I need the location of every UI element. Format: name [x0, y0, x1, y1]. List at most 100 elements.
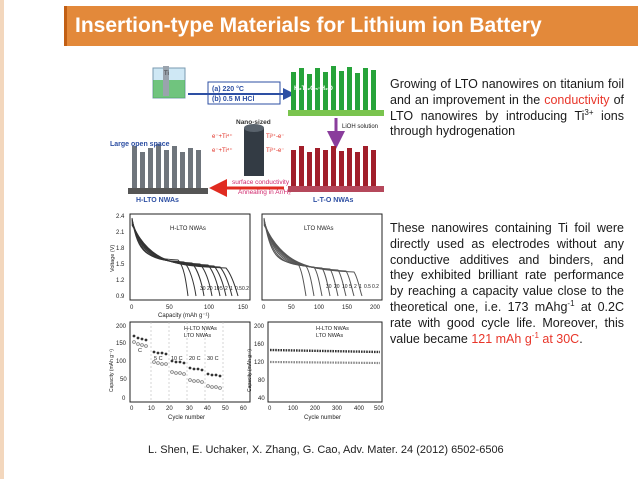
rate-label: 20	[334, 284, 340, 290]
plot-bl-xtick: 50	[222, 406, 229, 412]
highlight-superscript: -1	[531, 330, 539, 340]
citation: L. Shen, E. Uchaker, X. Zhang, G. Cao, A…	[148, 444, 504, 456]
nanowire-cylinder	[244, 124, 264, 176]
rate-label: 10	[342, 284, 348, 290]
rate-label: 5	[220, 286, 223, 292]
plot-bl-ytick: 50	[120, 377, 127, 383]
plot-bl-xtick: 30	[186, 406, 193, 412]
plot-bl-legend-2: LTO NWAs	[184, 333, 211, 339]
red-nanowire-array	[288, 146, 384, 192]
rate-label: 2	[354, 284, 357, 290]
large-open-space-label: Large open space	[110, 141, 170, 148]
rate-label: 0.5	[235, 286, 242, 292]
plot-bl-ytick: 0	[122, 396, 126, 402]
rate-label: 20 C	[189, 356, 201, 362]
plot-tl-xtick: 150	[238, 305, 249, 311]
paragraph-performance-text-3: .	[579, 331, 583, 346]
plot-tl-ytick: 2.1	[116, 230, 125, 236]
electrons-left-label: e⁻+Ti⁴⁺	[212, 133, 233, 140]
plot-rate-capability: H-LTO NWAs LTO NWAs 200 150 100 50 0 Cap…	[109, 321, 251, 421]
plot-br-ylabel: Capacity (mAh g⁻¹)	[247, 349, 253, 392]
rate-label: 5 C	[154, 356, 163, 362]
plot-bl-ytick: 200	[116, 324, 127, 330]
ti-superscript: 3+	[584, 107, 594, 117]
plot-voltage-lto: LTO NWAs 0 50 100 150 200 30 20 10 5 2 1…	[261, 213, 383, 311]
series-hlto	[269, 348, 381, 354]
plot-voltage-hlto: H-LTO NWAs 2.4 2.1 1.8 1.5 1.2 0.9 Volta…	[110, 213, 251, 319]
plot-br-xtick: 100	[288, 406, 299, 412]
rate-label: 0.5	[364, 284, 371, 290]
plot-tr-xtick: 100	[314, 305, 325, 311]
plot-br-legend-2: LTO NWAs	[316, 333, 343, 339]
plot-cycle-life: H-LTO NWAs LTO NWAs 200 160 120 80 40 Ca…	[247, 321, 385, 421]
surface-conductivity-label: surface conductivity	[232, 179, 290, 186]
h2ti2o5-label: H₂Ti₂O₅·H₂O	[294, 85, 333, 92]
paragraph-growth: Growing of LTO nanowires on titanium foi…	[390, 77, 624, 140]
plot-br-xtick: 400	[354, 406, 365, 412]
plot-tl-ytick: 0.9	[116, 294, 125, 300]
plot-br-ytick: 120	[254, 360, 265, 366]
electrons-left-label-2: e⁻+Ti⁴⁺	[212, 147, 233, 154]
plot-tl-ytick: 2.4	[116, 214, 125, 220]
plot-bl-ytick: 150	[116, 341, 127, 347]
rate-label: 0.2	[372, 284, 379, 290]
plot-br-xlabel: Cycle number	[304, 415, 341, 421]
rate-label: 10 C	[171, 356, 183, 362]
green-nanowire-array	[288, 66, 384, 116]
series-lto	[269, 360, 381, 365]
rate-label: 30	[326, 284, 332, 290]
plot-tl-ylabel: Voltage (V)	[110, 245, 116, 272]
highlight-capacity: 121 mAh g	[471, 331, 532, 346]
plot-tr-xtick: 0	[262, 305, 266, 311]
paragraph-performance-text-1: These nanowires containing Ti foil were …	[390, 221, 624, 314]
highlight-rate: at 30C	[538, 331, 580, 346]
slide-title: Insertion-type Materials for Lithium ion…	[75, 14, 542, 37]
plot-br-xtick: 0	[268, 406, 272, 412]
plot-tr-legend: LTO NWAs	[304, 226, 334, 232]
paragraph-growth-text-1: Growing of LTO nanowires on titanium foi…	[390, 77, 624, 107]
rate-label: 30 C	[207, 356, 219, 362]
plot-br-ytick: 40	[258, 396, 265, 402]
plot-bl-xtick: 10	[148, 406, 155, 412]
grey-nanowire-array	[128, 144, 208, 194]
title-bar: Insertion-type Materials for Lithium ion…	[64, 6, 638, 46]
rate-label: 1	[359, 284, 362, 290]
annealing-label: Annealing in Ar/H₂	[238, 189, 291, 196]
lioh-label: LiOH solution	[342, 124, 378, 130]
plot-bl-xtick: 0	[130, 406, 134, 412]
schematic: Ti (a) 220 °C (b) 0.5 M HCl H₂Ti₂O₅·H₂O …	[110, 66, 384, 204]
plot-br-ytick: 200	[254, 324, 265, 330]
plot-bl-legend-1: H-LTO NWAs	[184, 326, 217, 332]
rate-label: 2	[225, 286, 228, 292]
plot-bl-xlabel: Cycle number	[168, 415, 205, 421]
plot-tl-ytick: 1.8	[116, 246, 125, 252]
rate-label: C	[138, 348, 142, 354]
plot-tl-xlabel: Capacity (mAh g⁻¹)	[158, 313, 210, 319]
plot-bl-xtick: 60	[240, 406, 247, 412]
plot-br-xtick: 500	[374, 406, 385, 412]
unit-superscript: -1	[567, 298, 575, 308]
plot-tl-legend: H-LTO NWAs	[170, 226, 206, 232]
rate-label: 5	[349, 284, 352, 290]
plot-bl-ylabel: Capacity (mAh g⁻¹)	[109, 349, 115, 392]
plot-tl-xtick: 50	[166, 305, 173, 311]
plot-bl-ytick: 100	[116, 359, 127, 365]
plot-tl-ytick: 1.2	[116, 278, 125, 284]
plot-tr-xtick: 200	[370, 305, 381, 311]
paragraph-performance-text-2: at 0.2C rate with good cycle life. Moreo…	[390, 299, 624, 346]
plot-br-legend-1: H-LTO NWAs	[316, 326, 349, 332]
electrons-right-label-2: Ti³⁺-e⁻	[266, 147, 284, 154]
paragraph-growth-text-2: of LTO nanowires by introducing Ti	[390, 92, 624, 123]
plot-bl-xtick: 40	[204, 406, 211, 412]
plot-br-xtick: 200	[310, 406, 321, 412]
plot-bl-xtick: 20	[166, 406, 173, 412]
electrons-right-label: Ti³⁺-e⁻	[266, 133, 284, 140]
ti-label: Ti	[164, 71, 169, 77]
lto-label: L-T-O NWAs	[313, 197, 354, 204]
plot-br-xtick: 300	[332, 406, 343, 412]
highlight-conductivity: conductivity	[544, 92, 610, 107]
plot-tr-xtick: 50	[288, 305, 295, 311]
figure: Ti (a) 220 °C (b) 0.5 M HCl H₂Ti₂O₅·H₂O …	[109, 66, 385, 421]
plot-tl-ytick: 1.5	[116, 262, 125, 268]
beaker-icon	[152, 66, 186, 99]
